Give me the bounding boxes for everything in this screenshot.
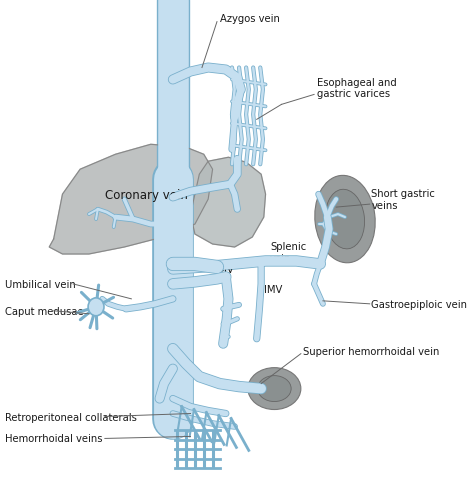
Text: IMV: IMV [264,285,282,294]
Text: Caput medusae: Caput medusae [5,306,84,316]
Text: Splenic
vein: Splenic vein [270,242,306,263]
Text: Umbilical vein: Umbilical vein [5,279,76,289]
Ellipse shape [315,176,375,263]
Text: Short gastric
veins: Short gastric veins [372,189,435,210]
Ellipse shape [88,298,104,316]
Text: Coronary vein: Coronary vein [105,188,188,201]
Ellipse shape [248,368,301,410]
Ellipse shape [326,190,365,249]
Text: Gastroepiploic vein: Gastroepiploic vein [372,299,467,309]
Text: Azygos vein: Azygos vein [219,14,280,23]
Polygon shape [49,145,212,254]
Text: Esophageal and
gastric varices: Esophageal and gastric varices [317,78,396,99]
Polygon shape [191,158,265,247]
Text: Superior hemorrhoidal vein: Superior hemorrhoidal vein [302,346,439,356]
Text: Retroperitoneal collaterals: Retroperitoneal collaterals [5,412,137,422]
Ellipse shape [257,376,291,402]
Text: Hemorrhoidal veins: Hemorrhoidal veins [5,433,102,444]
Text: SMV: SMV [212,264,234,274]
